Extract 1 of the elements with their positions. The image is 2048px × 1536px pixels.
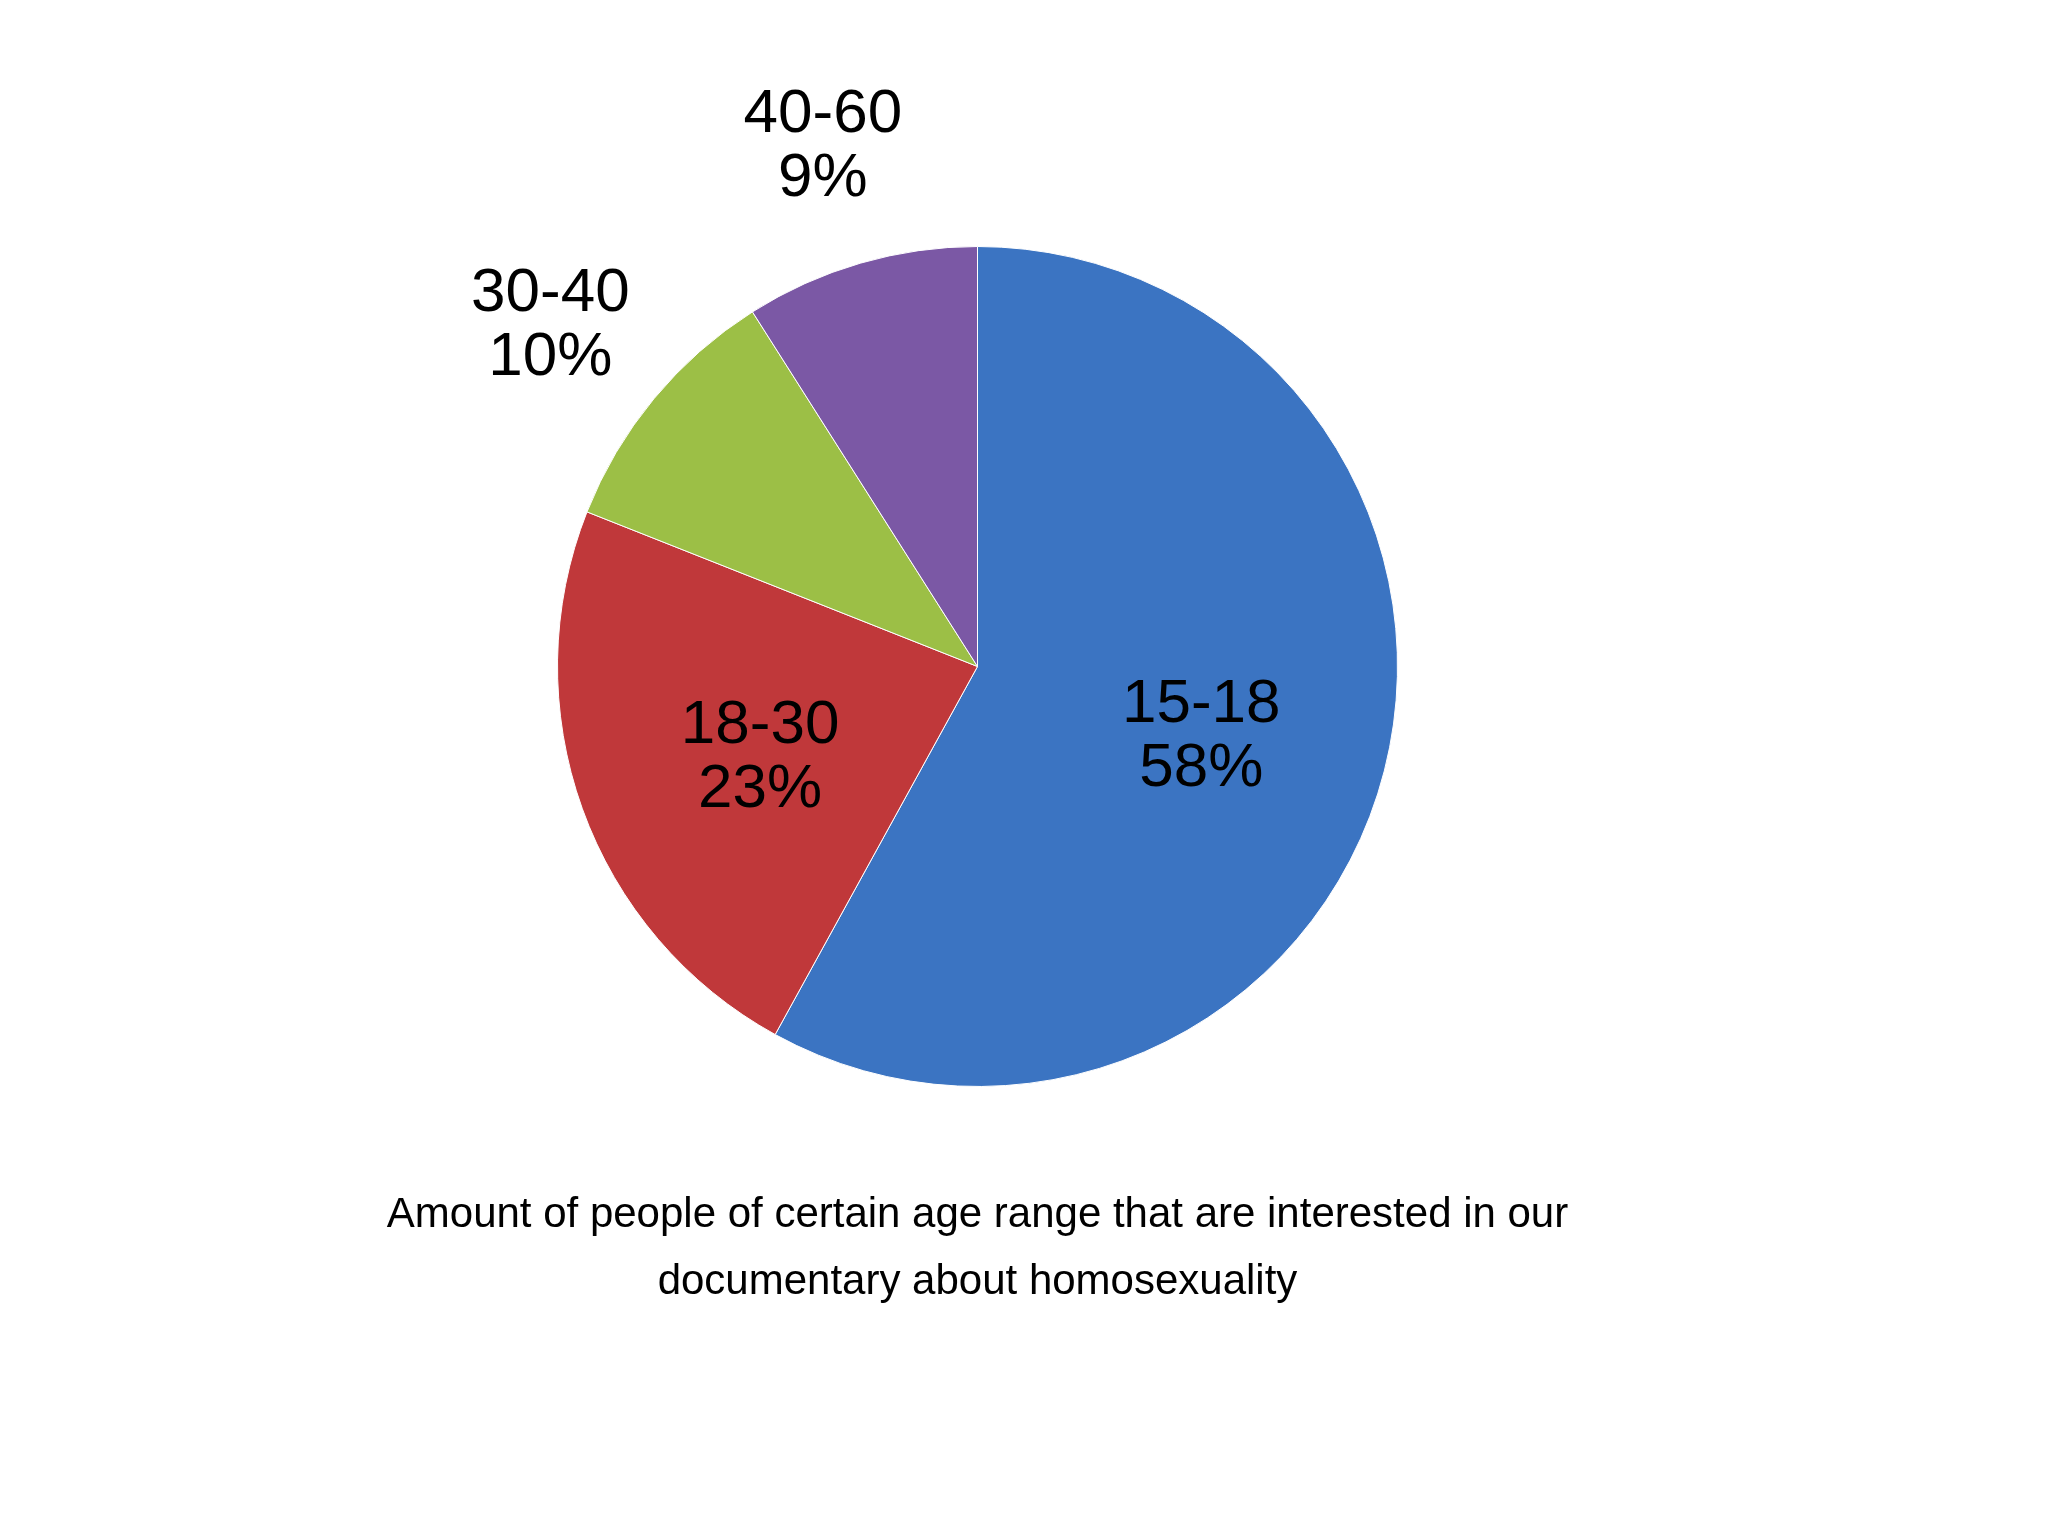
text: Amount of people of certain age range that are interested in our documentary about homosexuality — [386, 1189, 1569, 1304]
